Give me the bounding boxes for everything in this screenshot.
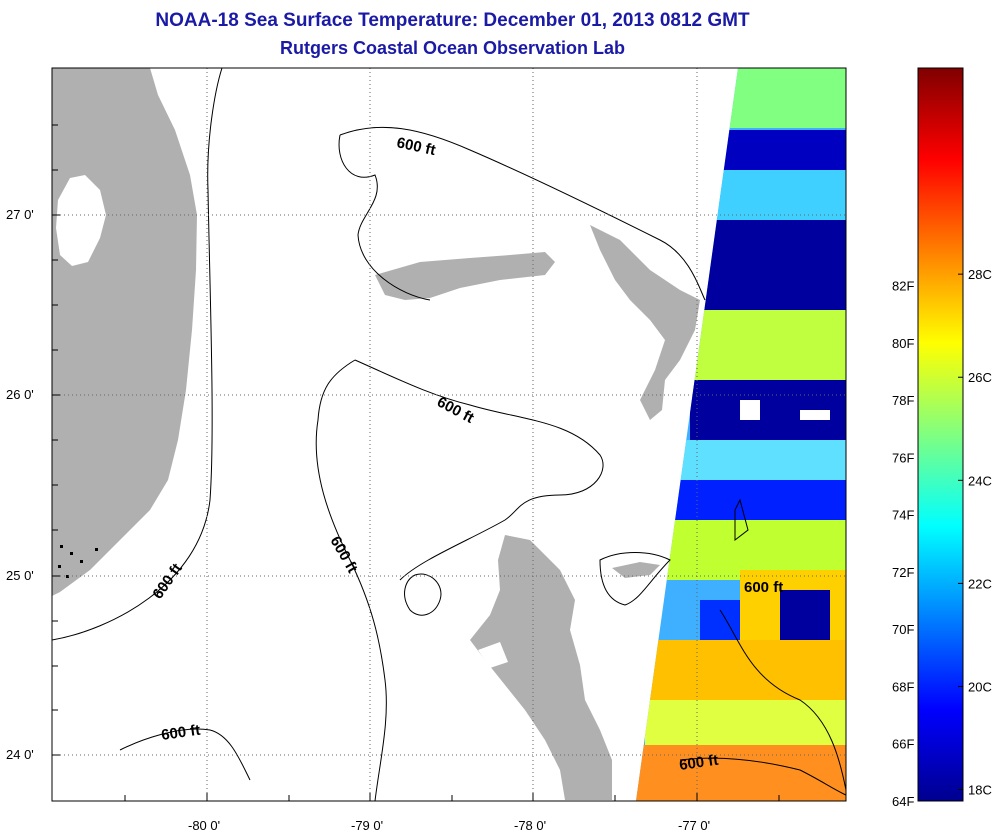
lake-okeechobee bbox=[56, 175, 106, 266]
contour-label: 600 ft bbox=[149, 560, 185, 602]
contour-label: 600 ft bbox=[678, 752, 719, 774]
colorbar-c-label: 28C bbox=[968, 267, 992, 282]
colorbar-f-label: 80F bbox=[892, 336, 914, 351]
colorbar bbox=[917, 67, 964, 802]
colorbar-f-label: 72F bbox=[892, 565, 914, 580]
colorbar-f-label: 68F bbox=[892, 679, 914, 694]
colorbar-fahrenheit-labels: 82F 80F 78F 76F 74F 72F 70F 68F 66F 64F bbox=[892, 279, 914, 809]
map-title: NOAA-18 Sea Surface Temperature: Decembe… bbox=[155, 10, 750, 31]
colorbar-c-label: 26C bbox=[968, 370, 992, 385]
colorbar-c-label: 24C bbox=[968, 473, 992, 488]
colorbar-celsius-labels: 28C 26C 24C 22C 20C 18C bbox=[958, 267, 992, 798]
colorbar-f-label: 64F bbox=[892, 794, 914, 809]
contour-label: 600 ft bbox=[160, 722, 201, 744]
new-providence-island bbox=[612, 562, 660, 578]
andros-island bbox=[470, 535, 612, 800]
contour-label: 600 ft bbox=[744, 579, 783, 596]
colorbar-c-label: 22C bbox=[968, 576, 992, 591]
florida-landmass bbox=[52, 68, 197, 596]
map-frame bbox=[51, 67, 847, 802]
colorbar-f-label: 66F bbox=[892, 737, 914, 752]
lat-label-24: 24 0' bbox=[6, 747, 34, 762]
map-subtitle: Rutgers Coastal Ocean Observation Lab bbox=[279, 38, 626, 58]
colorbar-c-label: 20C bbox=[968, 679, 992, 694]
lat-label-27: 27 0' bbox=[6, 207, 34, 222]
contour-label: 600 ft bbox=[434, 394, 477, 427]
lon-label-77: -77 0' bbox=[678, 818, 710, 833]
colorbar-f-label: 70F bbox=[892, 622, 914, 637]
graticule bbox=[52, 68, 846, 801]
contour-label: 600 ft bbox=[395, 134, 437, 159]
lon-label-79: -79 0' bbox=[351, 818, 383, 833]
colorbar-c-label: 18C bbox=[968, 783, 992, 798]
abaco-island bbox=[590, 225, 700, 420]
colorbar-f-label: 78F bbox=[892, 393, 914, 408]
lat-label-25: 25 0' bbox=[6, 568, 34, 583]
andros-lake bbox=[478, 642, 508, 668]
depth-contours bbox=[52, 68, 846, 801]
map-ticks bbox=[52, 124, 780, 801]
sst-swath bbox=[636, 68, 846, 801]
contour-label: 600 ft bbox=[327, 534, 361, 576]
lon-label-80: -80 0' bbox=[188, 818, 220, 833]
colorbar-f-label: 76F bbox=[892, 450, 914, 465]
colorbar-f-label: 82F bbox=[892, 279, 914, 294]
lon-label-78: -78 0' bbox=[514, 818, 546, 833]
colorbar-f-label: 74F bbox=[892, 508, 914, 523]
lat-label-26: 26 0' bbox=[6, 387, 34, 402]
florida-keys bbox=[58, 545, 98, 578]
grand-bahama-island bbox=[375, 252, 555, 300]
